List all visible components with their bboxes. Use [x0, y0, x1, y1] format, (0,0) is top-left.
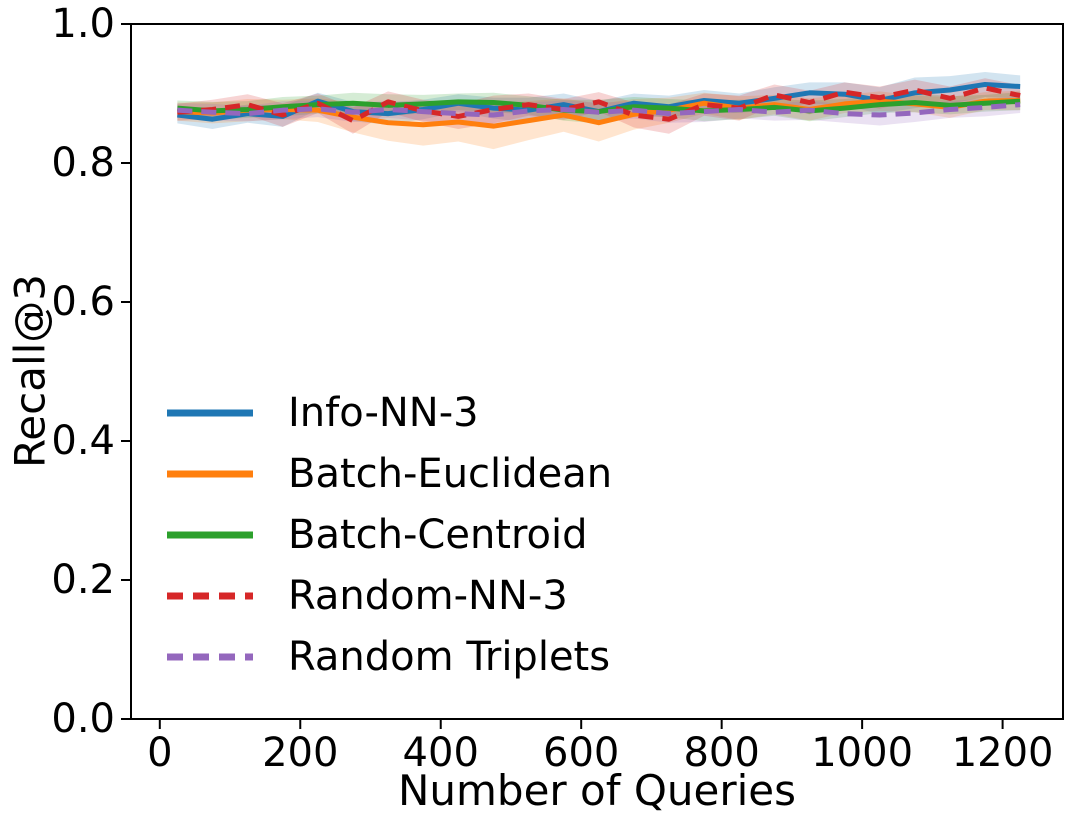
y-tick-label: 0.2: [51, 557, 115, 603]
y-axis-label: Recall@3: [5, 273, 55, 469]
y-tick-label: 0.0: [51, 696, 115, 742]
x-tick-label: 400: [403, 730, 479, 776]
y-tick-label: 0.4: [51, 418, 115, 464]
series-line: [177, 97, 1021, 129]
legend: Info-NN-3 Batch-Euclidean Batch-Centroid…: [167, 382, 612, 687]
x-tick-label: 1000: [811, 730, 913, 776]
legend-label: Batch-Centroid: [288, 511, 588, 558]
x-axis-label: Number of Queries: [397, 766, 797, 815]
legend-line-swatch: [167, 531, 253, 538]
legend-item-batch-euclidean: Batch-Euclidean: [167, 443, 612, 504]
x-tick-label: 200: [262, 730, 338, 776]
legend-label: Random Triplets: [288, 633, 611, 680]
legend-label: Info-NN-3: [288, 389, 479, 436]
legend-item-random-nn-3: Random-NN-3: [167, 565, 612, 626]
x-tick-label: 800: [683, 730, 759, 776]
y-tick-label: 0.6: [51, 279, 115, 325]
x-tick-label: 0: [147, 730, 172, 776]
y-tick-label: 1.0: [51, 1, 115, 47]
legend-line-swatch: [167, 653, 253, 660]
x-tick-label: 600: [543, 730, 619, 776]
x-tick-label: 1200: [952, 730, 1054, 776]
legend-line-swatch: [167, 470, 253, 477]
y-tick-label: 0.8: [51, 140, 115, 186]
legend-label: Random-NN-3: [288, 572, 568, 619]
legend-item-random-triplets: Random Triplets: [167, 626, 612, 687]
legend-label: Batch-Euclidean: [288, 450, 613, 497]
legend-line-swatch: [167, 592, 253, 599]
legend-line-swatch: [167, 409, 253, 416]
series-line: [177, 85, 1021, 124]
legend-item-info-nn-3: Info-NN-3: [167, 382, 612, 443]
plot-spines: [130, 23, 1064, 720]
series-line: [177, 102, 1021, 118]
legend-item-batch-centroid: Batch-Centroid: [167, 504, 612, 565]
